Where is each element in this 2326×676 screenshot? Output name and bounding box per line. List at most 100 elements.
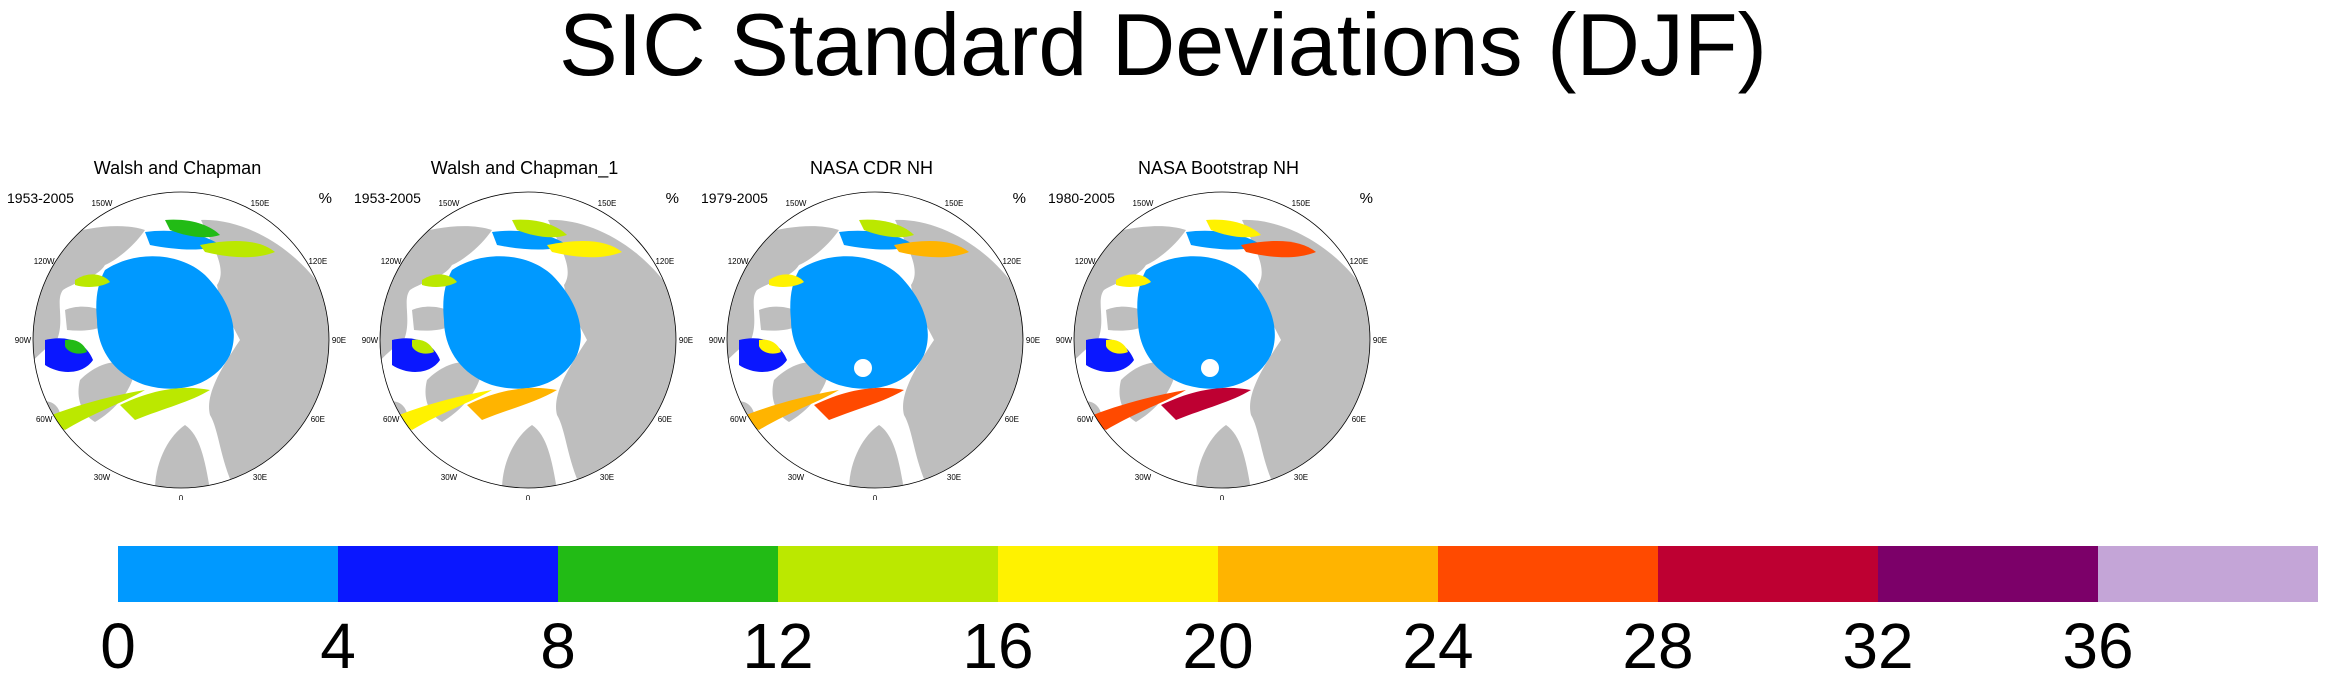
longitude-label: 150E: [598, 199, 617, 208]
map-panel: Walsh and Chapman180150E120E90E60E30E030…: [5, 150, 350, 510]
longitude-label: 90W: [362, 336, 379, 345]
longitude-label: 120E: [1349, 257, 1368, 266]
colorbar-segment: [1658, 546, 1878, 602]
longitude-label: 120E: [308, 257, 327, 266]
panel-unit: %: [1012, 190, 1026, 207]
colorbar-segment: [118, 546, 338, 602]
longitude-label: 60E: [658, 415, 672, 424]
panel-title: NASA CDR NH: [809, 158, 934, 178]
panel-title: Walsh and Chapman_1: [430, 158, 619, 178]
panel-years: 1980-2005: [1048, 190, 1115, 206]
colorbar-tick-label: 24: [1402, 610, 1473, 676]
colorbar-tick-label: 12: [742, 610, 813, 676]
europe-land: [1196, 425, 1251, 488]
map-boundary: [379, 191, 677, 489]
colorbar-tick-label: 32: [1842, 610, 1913, 676]
longitude-label: 150E: [945, 199, 964, 208]
longitude-label: 30W: [441, 473, 458, 482]
ice-variability-band: [45, 390, 145, 430]
longitude-label: 90W: [1056, 336, 1073, 345]
colorbar-segment: [1878, 546, 2098, 602]
longitude-label: 30W: [788, 473, 805, 482]
pole-hole: [1201, 359, 1219, 377]
longitude-label: 90W: [15, 336, 32, 345]
colorbar-tick-label: 4: [320, 610, 356, 676]
polar-map: 180150E120E90E60E30E030W60W90W120W150W: [15, 191, 346, 500]
colorbar-segment: [558, 546, 778, 602]
map-boundary: [726, 191, 1024, 489]
map-boundary: [1073, 191, 1371, 489]
longitude-label: 60W: [1077, 415, 1094, 424]
panel-unit: %: [665, 190, 679, 207]
longitude-label: 90E: [1026, 336, 1040, 345]
longitude-label: 90E: [1373, 336, 1387, 345]
ice-variability-band: [814, 387, 904, 420]
longitude-label: 150W: [439, 199, 460, 208]
longitude-label: 30W: [1135, 473, 1152, 482]
colorbar-tick-label: 8: [540, 610, 576, 676]
longitude-label: 150E: [251, 199, 270, 208]
panel-years: 1953-2005: [354, 190, 421, 206]
map-panel: NASA Bootstrap NH180150E120E90E60E30E030…: [1046, 150, 1391, 510]
longitude-label: 120W: [381, 257, 402, 266]
longitude-label: 150E: [1292, 199, 1311, 208]
ice-variability-band: [1106, 339, 1128, 354]
longitude-label: 0: [873, 494, 878, 500]
colorbar-segment: [998, 546, 1218, 602]
longitude-label: 30E: [600, 473, 614, 482]
colorbar-tick-label: 20: [1182, 610, 1253, 676]
map-panel: Walsh and Chapman_1180150E120E90E60E30E0…: [352, 150, 697, 510]
longitude-label: 90E: [679, 336, 693, 345]
polar-map: 180150E120E90E60E30E030W60W90W120W150W: [362, 191, 693, 500]
ice-variability-band: [120, 387, 210, 420]
arctic-basin: [1137, 256, 1275, 389]
longitude-label: 0: [1220, 494, 1225, 500]
longitude-label: 0: [179, 494, 184, 500]
ice-variability-band: [165, 219, 220, 238]
ice-variability-band: [769, 274, 804, 287]
ice-variability-band: [759, 339, 781, 354]
longitude-label: 60E: [1352, 415, 1366, 424]
ice-variability-band: [547, 240, 622, 258]
panel-years: 1979-2005: [701, 190, 768, 206]
colorbar-segment: [1438, 546, 1658, 602]
colorbar-segment: [778, 546, 998, 602]
colorbar-tick-label: 0: [100, 610, 136, 676]
ice-variability-band: [412, 339, 434, 354]
longitude-label: 60W: [36, 415, 53, 424]
ice-variability-band: [467, 387, 557, 420]
colorbar-segment: [338, 546, 558, 602]
longitude-label: 90W: [709, 336, 726, 345]
ice-variability-band: [1241, 240, 1316, 258]
ice-variability-band: [422, 274, 457, 287]
colorbar-segment: [1218, 546, 1438, 602]
europe-land: [155, 425, 210, 488]
ice-variability-band: [1086, 390, 1186, 430]
longitude-label: 30W: [94, 473, 111, 482]
panel-years: 1953-2005: [7, 190, 74, 206]
pole-hole: [854, 359, 872, 377]
longitude-label: 120W: [34, 257, 55, 266]
ice-variability-band: [739, 390, 839, 430]
ice-variability-band: [1206, 219, 1261, 238]
arctic-basin: [96, 256, 234, 389]
longitude-label: 120W: [728, 257, 749, 266]
ice-variability-band: [894, 240, 969, 258]
longitude-label: 90E: [332, 336, 346, 345]
longitude-label: 60E: [1005, 415, 1019, 424]
panel-title: NASA Bootstrap NH: [1137, 158, 1300, 178]
longitude-label: 120E: [1002, 257, 1021, 266]
panel-unit: %: [318, 190, 332, 207]
ice-variability-band: [65, 339, 87, 354]
ice-variability-band: [1116, 274, 1151, 287]
ice-variability-band: [75, 274, 110, 287]
colorbar-tick-label: 36: [2062, 610, 2133, 676]
ice-variability-band: [392, 390, 492, 430]
polar-map: 180150E120E90E60E30E030W60W90W120W150W: [709, 191, 1040, 500]
longitude-label: 30E: [1294, 473, 1308, 482]
panel-title: Walsh and Chapman: [93, 158, 262, 178]
arctic-basin: [790, 256, 928, 389]
ice-variability-band: [200, 240, 275, 258]
longitude-label: 150W: [786, 199, 807, 208]
